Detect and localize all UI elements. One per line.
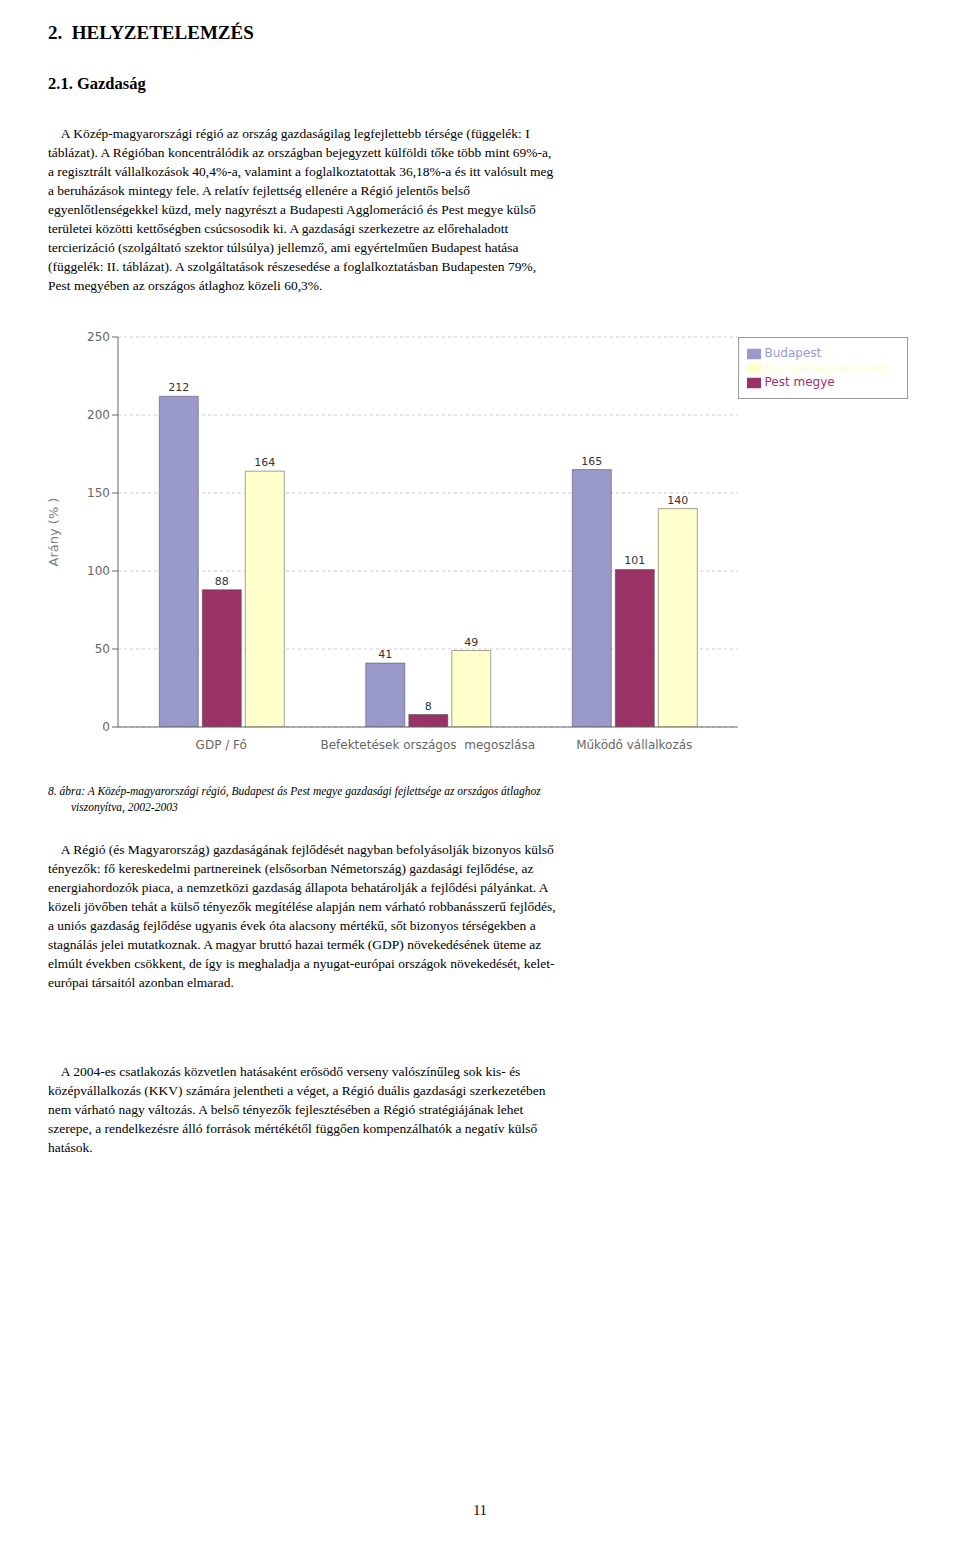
html-text:A 2004-es csatlakozás közvetle: A 2004-es csatlakozás közvetlen hatásaké… xyxy=(48,1064,521,1079)
html-text:Pest megyében az országos átla: Pest megyében az országos átlaghoz közel… xyxy=(48,278,323,293)
html-text:viszonyítva, 2002-2003: viszonyítva, 2002-2003 xyxy=(48,801,178,813)
html-text:2. HELYZETELEMZÉS: 2. HELYZETELEMZÉS xyxy=(48,22,254,43)
svg-text:165: 165 xyxy=(581,455,602,468)
html-text:Budapest: Budapest xyxy=(764,346,822,360)
svg-text:212: 212 xyxy=(168,381,189,394)
html-text:a uniós gazdaság fejlődése ugy: a uniós gazdaság fejlődése ugyanis évek … xyxy=(48,918,536,933)
svg-text:Működő vállalkozás: Működő vállalkozás xyxy=(576,738,692,752)
html-text:(függelék: II. táblázat). A sz: (függelék: II. táblázat). A szolgáltatás… xyxy=(48,259,537,274)
html-text:A Közép-magyarországi régió az: A Közép-magyarországi régió az ország ga… xyxy=(48,126,530,141)
svg-text:150: 150 xyxy=(87,486,110,500)
html-text:területei közötti kettőségben: területei közötti kettőségben csúcsosodi… xyxy=(48,221,509,236)
html-text:2.1. Gazdaság: 2.1. Gazdaság xyxy=(48,74,146,93)
svg-text:101: 101 xyxy=(624,554,645,567)
html-text:hatások.: hatások. xyxy=(48,1140,93,1155)
html-text:a regisztrált vállalkozások 40: a regisztrált vállalkozások 40,4%-a, val… xyxy=(48,164,554,179)
html-text:szerepe, a rendelkezésre álló: szerepe, a rendelkezésre álló források m… xyxy=(48,1121,538,1136)
html-text:energiahordozók piaca, a nemze: energiahordozók piaca, a nemzetközi gazd… xyxy=(48,880,549,895)
svg-text:200: 200 xyxy=(87,408,110,422)
svg-text:88: 88 xyxy=(215,575,229,588)
svg-text:0: 0 xyxy=(102,720,110,734)
html-text:stagnálás jelei mutatkoznak. A: stagnálás jelei mutatkoznak. A magyar br… xyxy=(48,937,542,952)
html-text:elmúlt években csökkent, de íg: elmúlt években csökkent, de így is megha… xyxy=(48,956,555,971)
svg-text:50: 50 xyxy=(95,642,110,656)
svg-text:250: 250 xyxy=(87,330,110,344)
svg-text:41: 41 xyxy=(378,648,392,661)
html-text:nem várható nagy változás. A b: nem várható nagy változás. A belső ténye… xyxy=(48,1102,524,1117)
html-text:tényezők: fő kereskedelmi part: tényezők: fő kereskedelmi partnereinek (… xyxy=(48,861,534,876)
svg-text:8: 8 xyxy=(425,700,432,713)
svg-text:49: 49 xyxy=(464,636,478,649)
html-text:A Régió (és Magyarország) gazd: A Régió (és Magyarország) gazdaságának f… xyxy=(48,842,554,857)
html-text:európai társaitól azonban elma: európai társaitól azonban elmarad. xyxy=(48,975,234,990)
html-text:táblázat). A Régióban koncentr: táblázat). A Régióban koncentrálódik az … xyxy=(48,145,552,160)
svg-text:100: 100 xyxy=(87,564,110,578)
svg-text:Befektetések országos megoszl: Befektetések országos megoszlása xyxy=(320,738,535,752)
svg-text:164: 164 xyxy=(254,456,275,469)
html-text:Közép-Magyarország: Közép-Magyarország xyxy=(764,360,889,375)
html-text:8. ábra: A Közép-magyarországi: 8. ábra: A Közép-magyarországi régió, Bu… xyxy=(48,785,541,797)
html-text:a beruházások mintegy fele. A: a beruházások mintegy fele. A relatív fe… xyxy=(48,183,471,198)
html-text:középvállalkozás (KKV) számára: középvállalkozás (KKV) számára jelenthet… xyxy=(48,1083,546,1098)
html-text:egyenlőtlenségekkel küzd, mely: egyenlőtlenségekkel küzd, mely nagyrészt… xyxy=(48,202,536,217)
svg-text:GDP / Fő: GDP / Fő xyxy=(196,738,247,752)
html-text:tercierizáció (szolgáltató sze: tercierizáció (szolgáltató szektor túlsú… xyxy=(48,240,519,255)
svg-text:Arány (% ): Arány (% ) xyxy=(46,498,61,567)
html-text:Pest megye: Pest megye xyxy=(764,375,835,389)
html-text:közeli jövőben tehát a külső t: közeli jövőben tehát a külső tényezők me… xyxy=(48,899,556,914)
html-text:11: 11 xyxy=(473,1503,487,1518)
svg-text:140: 140 xyxy=(667,494,688,507)
